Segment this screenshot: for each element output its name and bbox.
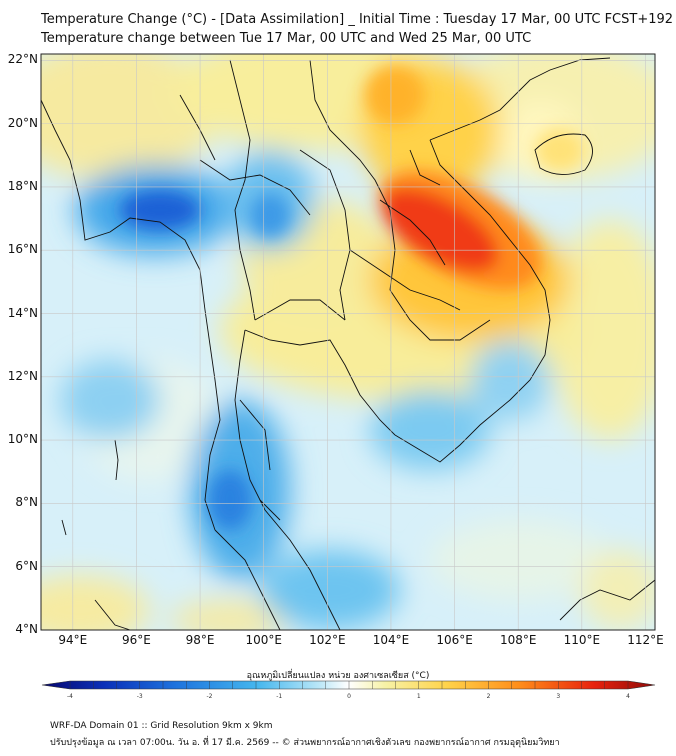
lon-tick-label: 104°E: [372, 633, 410, 647]
colorbar-tick-label: 3: [556, 693, 561, 700]
lon-tick-label: 106°E: [436, 633, 473, 647]
lat-tick-label: 22°N: [7, 52, 38, 67]
colorbar-tick-label: -4: [67, 693, 73, 700]
colorbar-tick-label: 2: [486, 693, 491, 700]
lon-tick-label: 96°E: [122, 633, 151, 647]
lon-tick-label: 112°E: [627, 633, 664, 647]
footer-line1: WRF-DA Domain 01 :: Grid Resolution 9km …: [50, 721, 273, 731]
lat-tick-label: 18°N: [7, 178, 38, 193]
lon-tick-label: 108°E: [499, 633, 537, 647]
lat-tick-label: 4°N: [15, 622, 38, 636]
lat-tick-label: 20°N: [7, 115, 38, 130]
colorbar-tick-label: 1: [416, 693, 421, 700]
lat-tick-label: 10°N: [7, 432, 38, 447]
colorbar-tick-label: 0: [347, 693, 351, 700]
graticule: [41, 54, 655, 630]
lat-tick-label: 16°N: [7, 242, 38, 257]
colorbar: [41, 680, 656, 690]
chart-title-line1: Temperature Change (°C) - [Data Assimila…: [41, 12, 674, 27]
lon-tick-label: 100°E: [245, 633, 282, 647]
lon-tick-label: 102°E: [309, 633, 346, 647]
temperature-field: [41, 54, 655, 630]
lon-tick-label: 110°E: [563, 633, 601, 647]
colorbar-title: อุณหภูมิเปลี่ยนแปลง หน่วย องศาเซลเซียส (…: [246, 671, 430, 681]
lat-tick-label: 12°N: [7, 368, 38, 383]
map-frame: [40, 53, 656, 631]
lon-tick-label: 94°E: [58, 633, 88, 647]
colorbar-tick-label: -2: [206, 693, 213, 700]
colorbar-tick-label: 4: [626, 693, 630, 700]
footer-line2: ปรับปรุงข้อมูล ณ เวลา 07:00น. วัน อ. ที่…: [50, 738, 560, 748]
lat-tick-label: 8°N: [15, 495, 38, 510]
colorbar-tick-label: -3: [136, 693, 143, 700]
colorbar-tick-label: -1: [276, 693, 283, 700]
lat-tick-label: 6°N: [15, 558, 38, 573]
lat-tick-label: 14°N: [7, 305, 38, 320]
chart-title-line2: Temperature change between Tue 17 Mar, 0…: [41, 31, 532, 46]
lon-tick-label: 98°E: [185, 633, 215, 647]
